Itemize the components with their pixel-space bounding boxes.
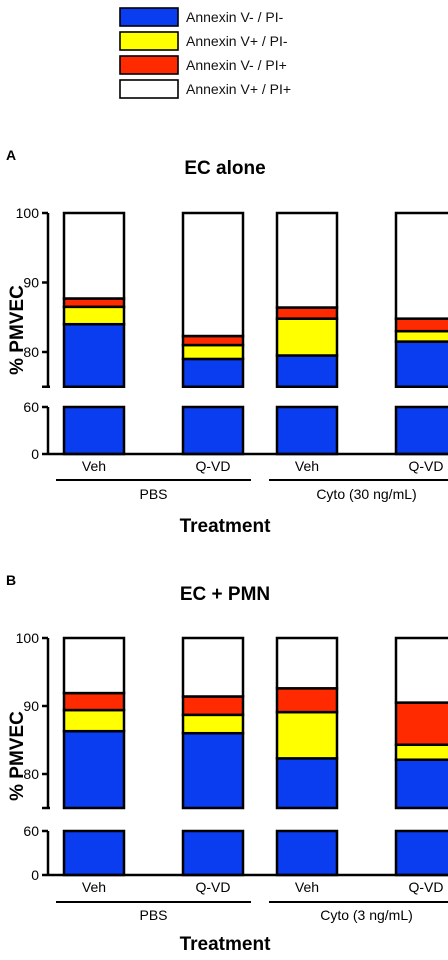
bar-segment <box>394 329 448 343</box>
bar-segment <box>62 297 126 309</box>
bar-segment <box>62 305 126 326</box>
bar-segment <box>181 211 245 338</box>
x-axis-label: Treatment <box>180 516 271 537</box>
bar-segment <box>181 829 245 877</box>
x-axis-label: Treatment <box>180 934 271 955</box>
bar-segment <box>62 636 126 695</box>
category-label: Veh <box>82 879 106 895</box>
bar-segment <box>62 829 126 877</box>
bar-segment <box>275 687 339 714</box>
bar-segment <box>394 211 448 320</box>
group-label: Cyto (3 ng/mL) <box>320 907 413 923</box>
bar-segment <box>181 636 245 698</box>
y-tick-label: 60 <box>23 399 39 415</box>
legend-swatch <box>119 31 179 51</box>
y-axis-label: % PMVEC <box>7 711 28 801</box>
chart-title: EC + PMN <box>180 584 270 605</box>
plot-area: Veh Q-VD Veh Q-VD 80 90 100 0 60 PBS Cyto (3 ng/mL… <box>16 630 448 923</box>
bar-segment <box>62 708 126 733</box>
bar-segment <box>62 729 126 810</box>
chart-title: EC alone <box>184 158 265 179</box>
bar-segment <box>62 691 126 712</box>
y-tick-label: 0 <box>31 867 39 883</box>
bar-segment <box>275 354 339 389</box>
category-label: Veh <box>82 458 106 474</box>
bar-segment <box>394 743 448 761</box>
bar-segment <box>181 695 245 717</box>
panel-letter: A <box>6 147 16 163</box>
category-label: Q-VD <box>196 458 231 474</box>
bar-segment <box>394 758 448 810</box>
bar-segment <box>181 334 245 347</box>
category-label: Veh <box>295 458 319 474</box>
y-tick-label: 100 <box>16 630 40 646</box>
bar-segment <box>394 317 448 333</box>
bar-segment <box>181 405 245 456</box>
group-label: PBS <box>139 907 167 923</box>
group-label: PBS <box>139 486 167 502</box>
bar-segment <box>394 405 448 456</box>
bar-segment <box>275 636 339 690</box>
plot-area: Veh Q-VD Veh Q-VD 80 90 100 0 60 PBS Cyto (30 ng/m… <box>16 205 448 502</box>
legend-label: Annexin V+ / PI+ <box>186 81 291 97</box>
legend-label: Annexin V+ / PI- <box>186 33 288 49</box>
bar-segment <box>394 829 448 877</box>
y-tick-label: 80 <box>23 344 39 360</box>
bar-segment <box>394 636 448 704</box>
y-tick-label: 80 <box>23 766 39 782</box>
bar-segment <box>181 713 245 735</box>
y-tick-label: 60 <box>23 823 39 839</box>
y-axis-label: % PMVEC <box>7 285 28 375</box>
bar-segment <box>181 343 245 361</box>
category-label: Q-VD <box>409 879 444 895</box>
y-tick-label: 0 <box>31 446 39 462</box>
bar-segment <box>275 757 339 810</box>
bar-segment <box>394 340 448 389</box>
bar-segment <box>62 322 126 389</box>
bar-segment <box>62 211 126 300</box>
bar-segment <box>275 829 339 877</box>
panel-letter: B <box>6 572 16 588</box>
legend-swatch <box>119 79 179 99</box>
category-label: Q-VD <box>196 879 231 895</box>
category-label: Q-VD <box>409 458 444 474</box>
chart-panel-a: A EC alone % PMVEC Treatment Veh Q-VD Veh Q… <box>6 147 448 537</box>
bar-segment <box>275 405 339 456</box>
legend-label: Annexin V- / PI- <box>186 9 284 25</box>
legend-swatch <box>119 7 179 27</box>
bar-segment <box>275 211 339 309</box>
legend-label: Annexin V- / PI+ <box>186 57 287 73</box>
bar-segment <box>181 731 245 810</box>
category-label: Veh <box>295 879 319 895</box>
bar-segment <box>275 710 339 760</box>
bar-segment <box>275 306 339 320</box>
legend: Annexin V- / PI- Annexin V+ / PI- Annexin … <box>119 7 291 99</box>
legend-swatch <box>119 55 179 75</box>
bar-segment <box>275 317 339 357</box>
bar-segment <box>394 701 448 747</box>
chart-panel-b: B EC + PMN % PMVEC Treatment Veh Q-VD Veh Q… <box>6 572 448 955</box>
y-tick-label: 90 <box>23 698 39 714</box>
y-tick-label: 90 <box>23 275 39 291</box>
bar-segment <box>181 357 245 389</box>
group-label: Cyto (30 ng/mL) <box>316 486 416 502</box>
y-tick-label: 100 <box>16 205 40 221</box>
bar-segment <box>62 405 126 456</box>
